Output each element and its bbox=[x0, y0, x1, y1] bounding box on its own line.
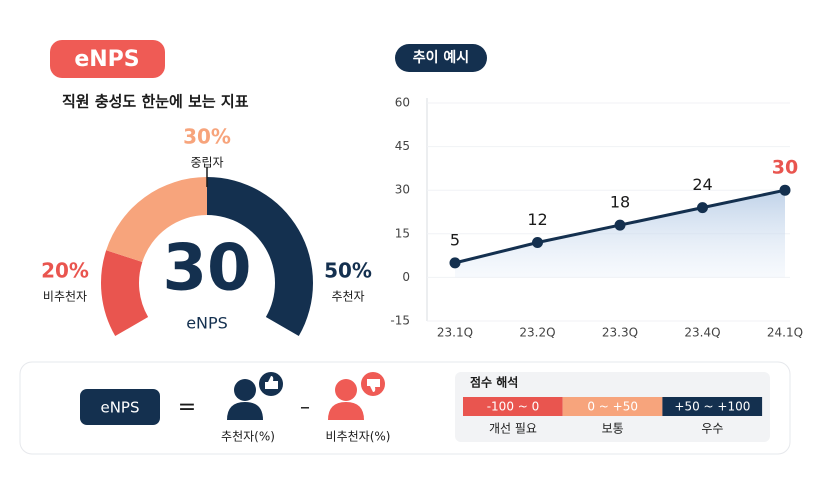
gauge-center-label: eNPS bbox=[186, 314, 228, 333]
point bbox=[697, 202, 708, 214]
band bbox=[562, 397, 663, 416]
data-label: 5 bbox=[450, 230, 460, 249]
y-tick-label: 0 bbox=[402, 270, 410, 284]
y-tick-label: 15 bbox=[395, 226, 410, 240]
promoter-icon bbox=[227, 372, 283, 420]
gauge-segment bbox=[101, 250, 149, 336]
point bbox=[779, 184, 791, 196]
gauge-segment bbox=[106, 177, 207, 262]
band-label: 개선 필요 bbox=[489, 422, 537, 436]
segment-value: 50% bbox=[324, 259, 372, 283]
segment-label: 비추천자 bbox=[43, 289, 87, 304]
line-chart: -15 0 15 30 45 60 5 23.1Q 12 23.2Q 18 23.3Q 24 23.4Q 3… bbox=[390, 96, 803, 340]
x-tick-label: 23.1Q bbox=[437, 326, 473, 340]
segment-value: 20% bbox=[41, 259, 89, 283]
formula-detractors: 비추천자(%) bbox=[326, 429, 391, 444]
trend-title: 추이 예시 bbox=[413, 49, 469, 66]
y-tick-label: 60 bbox=[395, 96, 410, 110]
data-label: 18 bbox=[610, 193, 630, 212]
data-label: 30 bbox=[772, 157, 798, 179]
gauge-segment bbox=[207, 177, 313, 336]
formula-equals: = bbox=[178, 395, 196, 420]
data-label: 12 bbox=[527, 210, 547, 229]
formula-term-bg bbox=[80, 389, 160, 425]
segment-label: 추천자 bbox=[331, 289, 364, 304]
band-range: -100 ~ 0 bbox=[487, 400, 540, 414]
y-tick-label: -15 bbox=[390, 314, 410, 328]
badge: eNPS bbox=[74, 47, 139, 72]
detractor-icon bbox=[328, 372, 385, 420]
segment-label: 중립자 bbox=[190, 156, 223, 170]
y-tick-label: 45 bbox=[395, 139, 410, 153]
point bbox=[614, 219, 626, 231]
band-range: 0 ~ +50 bbox=[587, 400, 638, 414]
formula-term: eNPS bbox=[100, 399, 139, 417]
x-tick-label: 23.4Q bbox=[684, 326, 720, 340]
x-tick-label: 23.3Q bbox=[602, 326, 638, 340]
badge-bg bbox=[50, 40, 165, 78]
interpretation-bands: -100 ~ 0 개선 필요 0 ~ +50 보통 +50 ~ +100 우수 bbox=[463, 397, 763, 436]
formula-promoters: 추천자(%) bbox=[221, 429, 275, 444]
gauge-center-value: 30 bbox=[162, 232, 251, 306]
band bbox=[662, 397, 763, 416]
x-tick-label: 24.1Q bbox=[767, 326, 803, 340]
interpretation-title: 점수 해석 bbox=[470, 375, 518, 390]
data-label: 24 bbox=[692, 175, 712, 194]
subtitle: 직원 충성도 한눈에 보는 지표 bbox=[62, 93, 249, 111]
band-range: +50 ~ +100 bbox=[674, 400, 750, 414]
x-tick-label: 23.2Q bbox=[519, 326, 555, 340]
y-tick-label: 30 bbox=[395, 183, 410, 197]
formula-minus: – bbox=[300, 395, 310, 419]
band-label: 우수 bbox=[701, 422, 723, 436]
trend-badge-bg bbox=[395, 44, 487, 72]
point bbox=[449, 257, 461, 269]
segment-value: 30% bbox=[183, 125, 231, 149]
gauge: 20% 비추천자 30% 중립자 50% 추천자 30 eNPS bbox=[41, 125, 372, 336]
band-label: 보통 bbox=[602, 422, 624, 436]
band bbox=[463, 397, 563, 416]
point bbox=[532, 237, 543, 249]
